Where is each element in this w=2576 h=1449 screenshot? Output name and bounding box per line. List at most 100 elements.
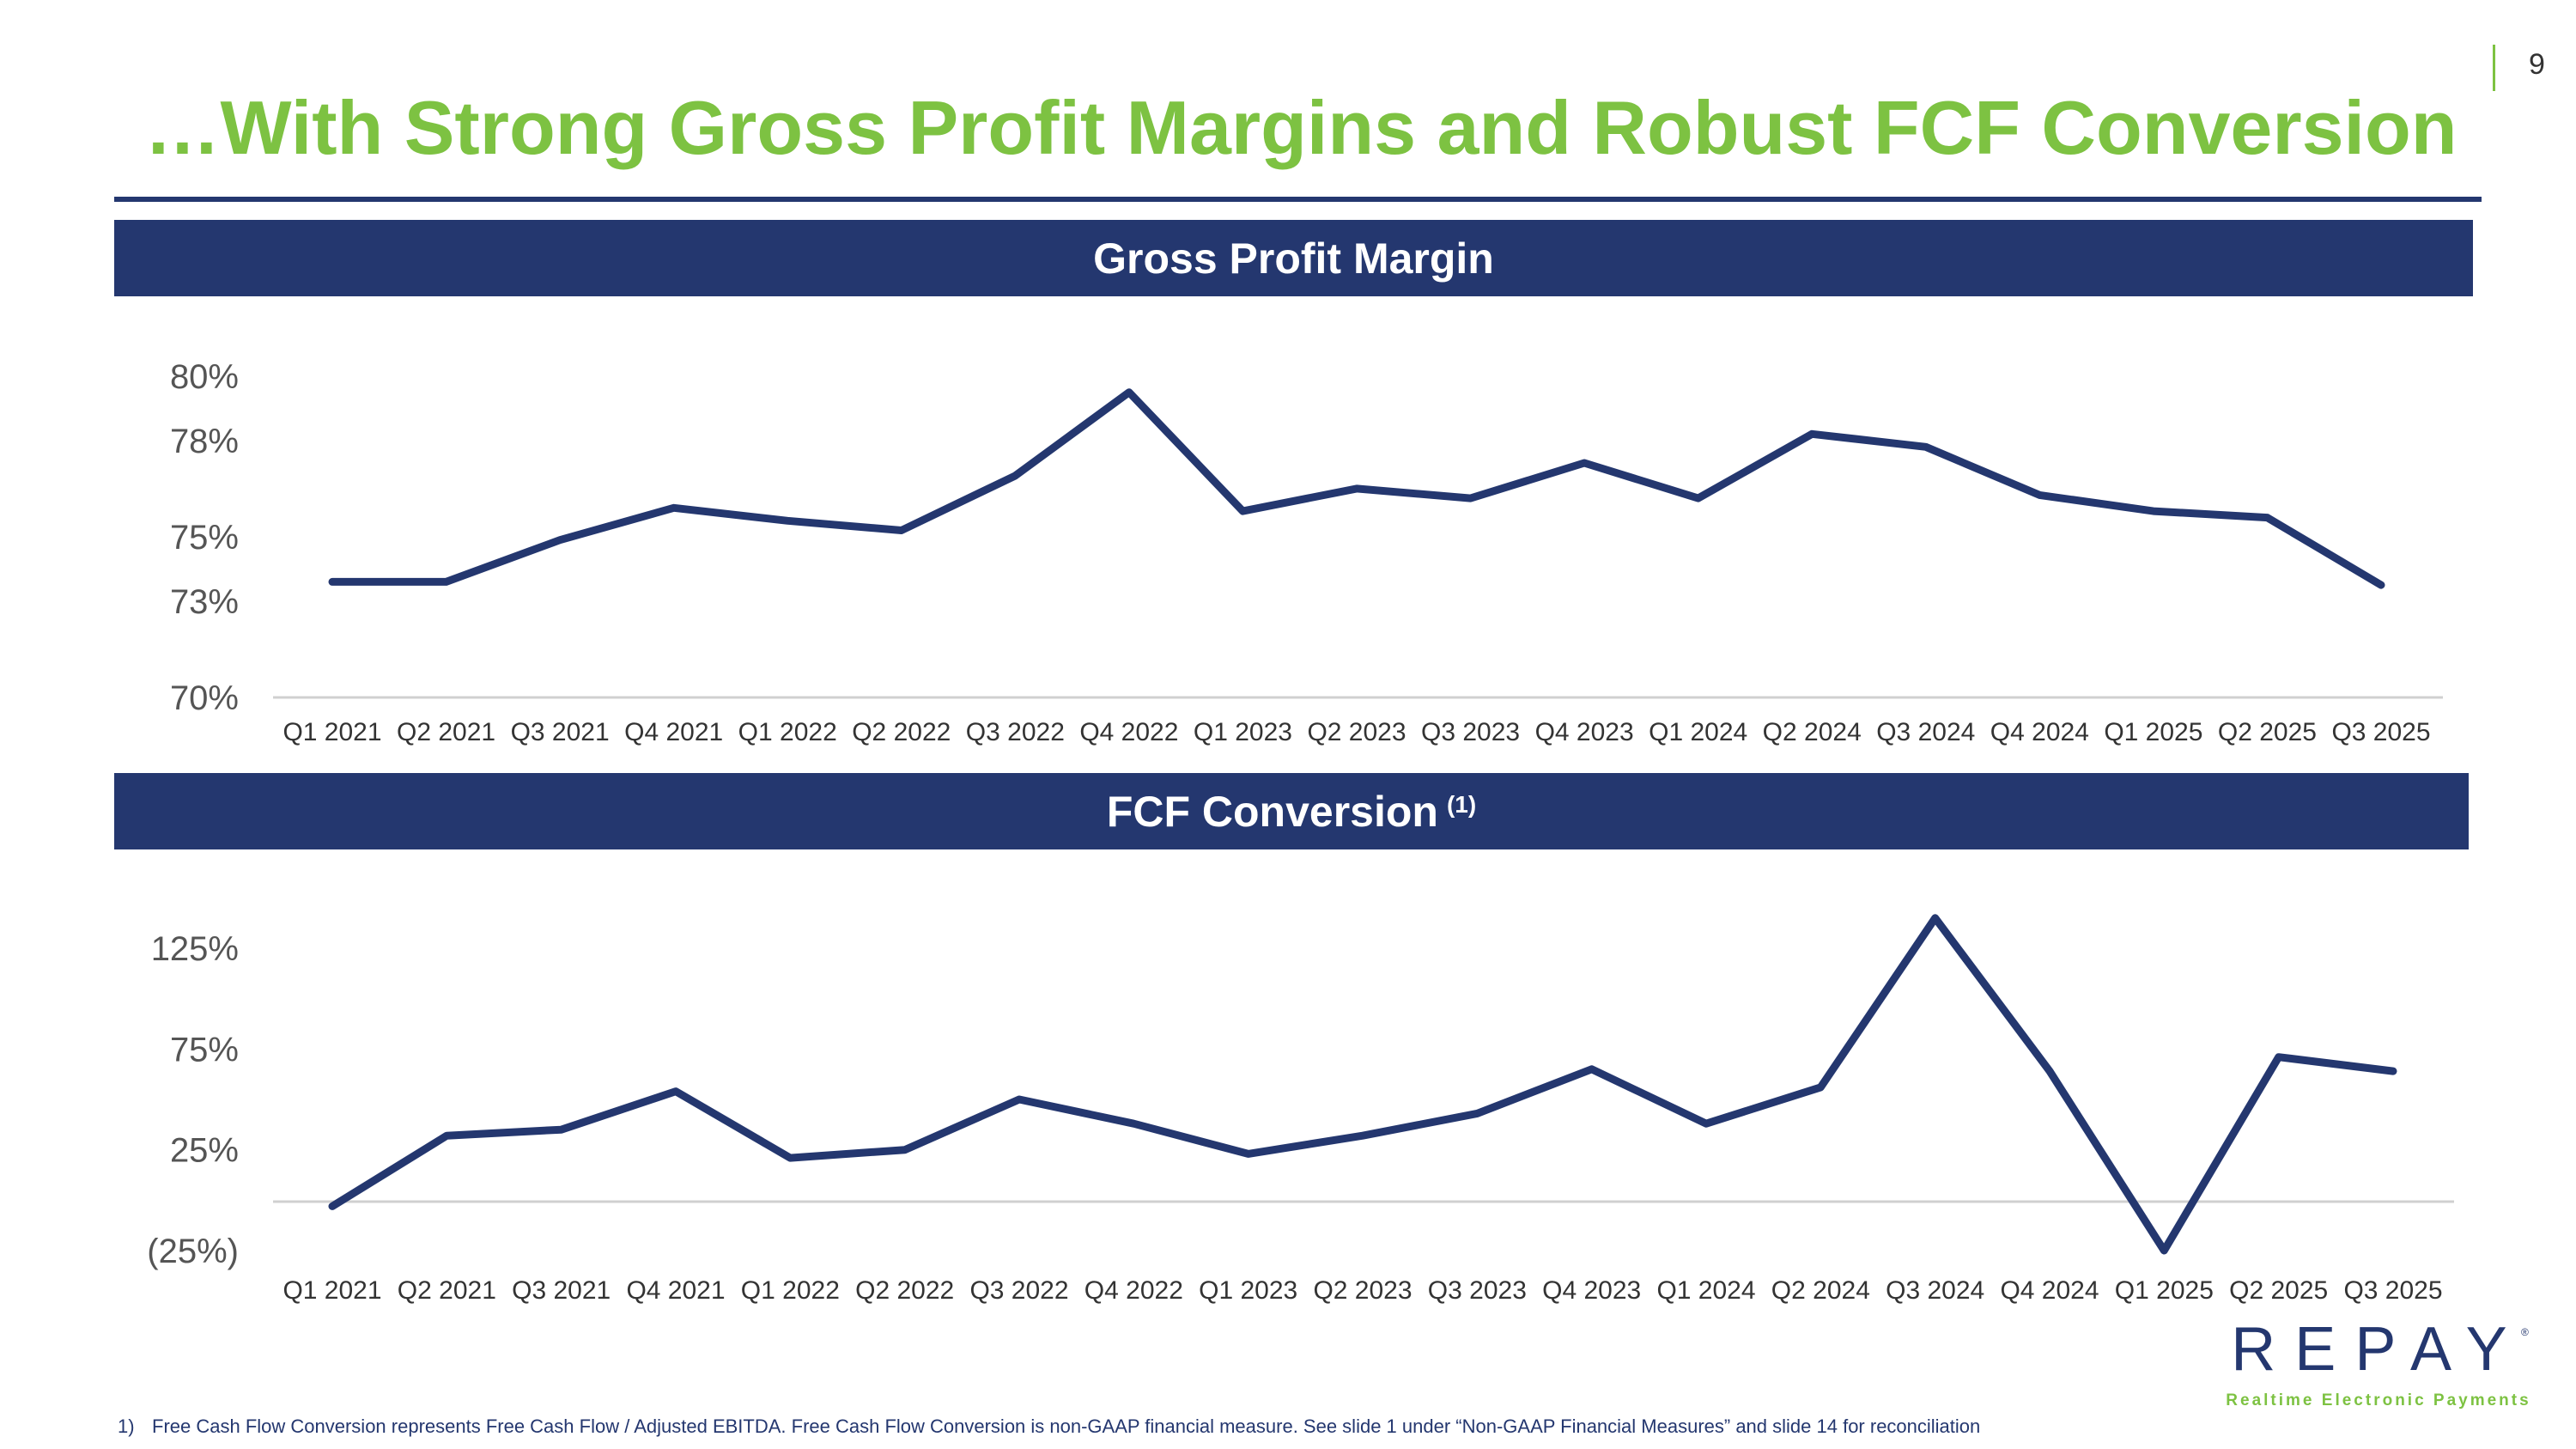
data-point bbox=[675, 1090, 677, 1093]
x-tick-label: Q3 2024 bbox=[1886, 1276, 1984, 1305]
footnote: 1) Free Cash Flow Conversion represents F… bbox=[118, 1416, 1980, 1438]
data-point bbox=[1590, 1068, 1593, 1070]
page-number: 9 bbox=[2529, 48, 2545, 81]
data-point bbox=[2277, 1056, 2280, 1058]
y-tick-label: 78% bbox=[170, 423, 239, 460]
data-point bbox=[1018, 1099, 1020, 1100]
data-point bbox=[903, 1148, 906, 1151]
slide-title: …With Strong Gross Profit Margins and Ro… bbox=[144, 85, 2458, 170]
logo-tagline: Realtime Electronic Payments bbox=[2226, 1391, 2531, 1409]
data-point bbox=[331, 581, 333, 583]
y-tick-label: 75% bbox=[170, 1031, 239, 1068]
x-tick-label: Q2 2021 bbox=[397, 718, 495, 746]
data-point bbox=[1362, 1135, 1364, 1137]
fcf-conversion-title: FCF Conversion bbox=[1106, 787, 1438, 836]
x-tick-label: Q4 2022 bbox=[1084, 1276, 1183, 1305]
x-tick-label: Q1 2025 bbox=[2115, 1276, 2214, 1305]
x-tick-label: Q4 2024 bbox=[1990, 718, 2089, 746]
page-number-divider bbox=[2493, 45, 2495, 91]
x-tick-label: Q3 2023 bbox=[1421, 718, 1520, 746]
data-point bbox=[445, 581, 447, 583]
y-tick-label: 80% bbox=[170, 358, 239, 396]
data-point bbox=[2392, 1070, 2394, 1073]
x-tick-label: Q3 2025 bbox=[2331, 718, 2430, 746]
footnote-number: 1) bbox=[118, 1416, 135, 1437]
gross-profit-margin-chart: 70% 73% 75% 78% 80% Q1 2021 Q2 2021 Q3 2021 Q4 2… bbox=[170, 358, 2443, 746]
title-rule bbox=[114, 197, 2482, 202]
x-tick-label: Q3 2021 bbox=[512, 1276, 611, 1305]
x-tick-label: Q3 2021 bbox=[511, 718, 610, 746]
gross-profit-margin-title: Gross Profit Margin bbox=[1093, 234, 1494, 283]
data-point bbox=[1356, 487, 1358, 490]
x-tick-label: Q3 2024 bbox=[1876, 718, 1975, 746]
data-point bbox=[1469, 497, 1472, 500]
x-tick-label: Q4 2021 bbox=[626, 1276, 725, 1305]
x-tick-label: Q3 2025 bbox=[2343, 1276, 2442, 1305]
data-point bbox=[789, 1157, 792, 1160]
x-tick-label: Q1 2021 bbox=[283, 1276, 381, 1305]
x-tick-label: Q2 2023 bbox=[1307, 718, 1406, 746]
data-point bbox=[2049, 1070, 2050, 1073]
data-point bbox=[1247, 1153, 1249, 1155]
x-tick-label: Q3 2022 bbox=[966, 718, 1065, 746]
data-point bbox=[1924, 446, 1927, 448]
y-tick-label: 25% bbox=[170, 1132, 239, 1170]
data-point bbox=[331, 1205, 333, 1208]
data-point bbox=[2152, 510, 2154, 513]
x-tick-label: Q2 2025 bbox=[2218, 718, 2317, 746]
x-tick-label: Q2 2024 bbox=[1771, 1276, 1870, 1305]
data-point bbox=[1133, 1123, 1135, 1125]
data-point bbox=[1811, 433, 1814, 435]
x-tick-label: Q2 2025 bbox=[2229, 1276, 2328, 1305]
y-tick-label: 73% bbox=[170, 583, 239, 621]
repay-logo: REPAY ® Realtime Electronic Payments bbox=[2207, 1314, 2550, 1417]
x-tick-label: Q4 2024 bbox=[2000, 1276, 2099, 1305]
x-tick-label: Q1 2025 bbox=[2104, 718, 2202, 746]
data-point bbox=[1697, 497, 1699, 500]
data-point bbox=[900, 529, 902, 532]
data-point bbox=[1820, 1086, 1822, 1088]
data-point bbox=[1127, 391, 1130, 393]
data-point bbox=[1476, 1112, 1479, 1115]
x-tick-label: Q4 2023 bbox=[1535, 718, 1634, 746]
data-point bbox=[1242, 510, 1244, 513]
fcf-footnote-ref: (1) bbox=[1446, 790, 1477, 818]
y-tick-label: 75% bbox=[170, 519, 239, 557]
x-tick-label: Q2 2022 bbox=[852, 718, 951, 746]
x-tick-label: Q1 2022 bbox=[741, 1276, 840, 1305]
fcf-conversion-header: FCF Conversion (1) bbox=[114, 773, 2469, 849]
x-tick-label: Q2 2021 bbox=[398, 1276, 496, 1305]
y-tick-label: 125% bbox=[151, 930, 239, 968]
data-point bbox=[1014, 474, 1017, 477]
x-tick-label: Q3 2023 bbox=[1428, 1276, 1527, 1305]
data-point bbox=[1583, 461, 1586, 464]
x-tick-label: Q1 2023 bbox=[1199, 1276, 1297, 1305]
data-point bbox=[2380, 584, 2382, 587]
data-point bbox=[560, 1129, 562, 1131]
y-tick-label: 70% bbox=[170, 679, 239, 717]
data-point bbox=[446, 1135, 448, 1137]
x-tick-label: Q4 2023 bbox=[1542, 1276, 1641, 1305]
x-tick-label: Q1 2024 bbox=[1649, 718, 1747, 746]
x-tick-label: Q1 2021 bbox=[283, 718, 381, 746]
data-point bbox=[559, 539, 562, 541]
x-tick-label: Q2 2023 bbox=[1313, 1276, 1412, 1305]
footnote-text: Free Cash Flow Conversion represents Fre… bbox=[152, 1416, 1981, 1437]
fcf-conversion-chart: (25%) 25% 75% 125% Q1 2021 Q2 2021 Q3 2021 Q4 2… bbox=[147, 914, 2454, 1305]
x-tick-label: Q3 2022 bbox=[969, 1276, 1068, 1305]
x-tick-label: Q4 2021 bbox=[624, 718, 723, 746]
data-point bbox=[672, 507, 675, 509]
data-point bbox=[2266, 516, 2269, 519]
x-tick-label: Q1 2024 bbox=[1656, 1276, 1755, 1305]
data-point bbox=[787, 520, 789, 522]
logo-wordmark: REPAY bbox=[2231, 1315, 2526, 1384]
data-point bbox=[2038, 494, 2041, 496]
x-tick-label: Q4 2022 bbox=[1079, 718, 1178, 746]
x-tick-label: Q1 2022 bbox=[738, 718, 837, 746]
data-point bbox=[1705, 1123, 1707, 1125]
x-tick-label: Q2 2022 bbox=[855, 1276, 954, 1305]
data-point bbox=[2163, 1250, 2166, 1251]
y-tick-label: (25%) bbox=[147, 1233, 239, 1270]
x-tick-label: Q1 2023 bbox=[1194, 718, 1292, 746]
x-tick-label: Q2 2024 bbox=[1763, 718, 1862, 746]
